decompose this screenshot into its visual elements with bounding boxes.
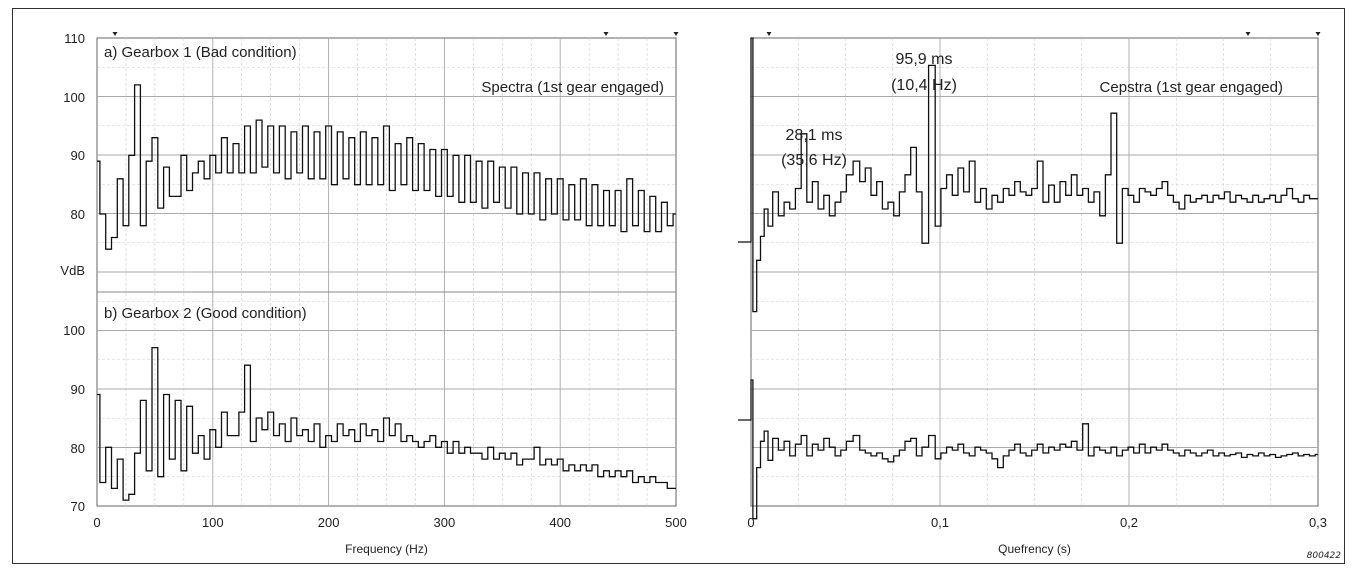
cepstra-annotation-95-9-ms: 95,9 ms — [896, 51, 953, 68]
spectra-a-y-tick-label: 80 — [71, 207, 85, 222]
spectra-b-series-line — [97, 346, 676, 501]
cepstra-annotation-10-4-hz: (10,4 Hz) — [891, 77, 957, 94]
spectra-b-y-tick-label: 70 — [71, 499, 85, 514]
spectra-x-tick-label: 500 — [665, 515, 687, 530]
spectra-x-tick-label: 200 — [318, 515, 340, 530]
spectra-x-tick-label: 400 — [549, 515, 571, 530]
spectra-top-marker — [112, 32, 118, 36]
spectra-a-series-line — [97, 84, 676, 250]
spectra-x-tick-label: 100 — [202, 515, 224, 530]
figure-border — [12, 8, 1345, 564]
cepstra-top-marker — [766, 32, 772, 36]
spectra-x-axis-label: Frequency (Hz) — [345, 542, 428, 556]
spectra-x-tick-label: 0 — [93, 515, 100, 530]
cepstra-grid — [750, 32, 1321, 507]
spectra-a-y-tick-label: 100 — [63, 90, 85, 105]
cepstra-top-marker — [1315, 32, 1321, 36]
cepstra-x-tick-label: 0,2 — [1120, 515, 1138, 530]
spectra-panel-a-label: a) Gearbox 1 (Bad condition) — [104, 44, 297, 61]
spectra-a-y-tick-label: 90 — [71, 148, 85, 163]
cepstra-annotation-28-1-ms: 28,1 ms — [786, 127, 843, 144]
spectra-y-axis-label: VdB — [60, 263, 85, 278]
spectra-b-y-tick-label: 90 — [71, 382, 85, 397]
spectra-b-y-tick-label: 80 — [71, 441, 85, 456]
spectra-grid — [96, 32, 679, 507]
spectra-x-tick-label: 300 — [434, 515, 456, 530]
spectra-top-marker — [603, 32, 609, 36]
figure-id: 800422 — [1306, 551, 1341, 561]
spectra-a-y-tick-label: 110 — [64, 31, 85, 46]
cepstra-x-tick-label: 0 — [747, 515, 754, 530]
spectra-title: Spectra (1st gear engaged) — [481, 79, 664, 96]
cepstra-b-series-line — [738, 379, 1318, 520]
cepstra-top-marker — [1245, 32, 1251, 36]
cepstra-title: Cepstra (1st gear engaged) — [1100, 79, 1283, 96]
cepstra-x-tick-label: 0,3 — [1309, 515, 1327, 530]
cepstra-x-tick-label: 0,1 — [931, 515, 949, 530]
cepstra-a-series-line — [738, 37, 1318, 313]
spectra-b-y-tick-label: 100 — [63, 323, 85, 338]
spectra-panel-b-label: b) Gearbox 2 (Good condition) — [104, 305, 307, 322]
spectra-top-marker — [673, 32, 679, 36]
cepstra-annotation-35-6-hz: (35,6 Hz) — [781, 152, 847, 169]
cepstra-x-axis-label: Quefrency (s) — [998, 542, 1071, 556]
